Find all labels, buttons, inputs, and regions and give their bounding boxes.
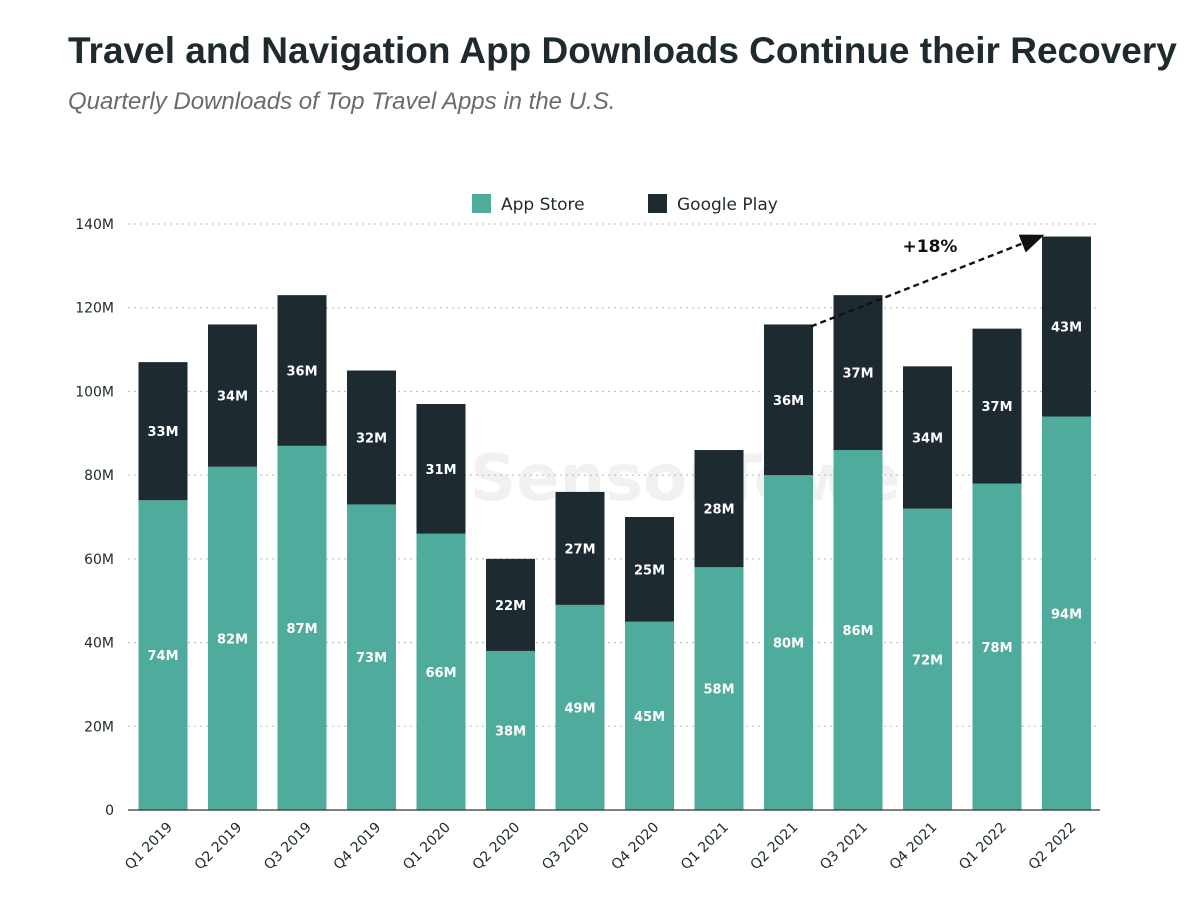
bar-value-label: 37M xyxy=(842,367,873,382)
bar-value-label: 22M xyxy=(495,599,526,614)
bar-value-label: 94M xyxy=(1051,607,1082,622)
bar-value-label: 82M xyxy=(217,632,248,647)
bar-app-store xyxy=(208,466,257,810)
x-tick-label: Q2 2019 xyxy=(192,820,246,874)
bar-google-play xyxy=(903,366,952,509)
bar-value-label: 25M xyxy=(634,563,665,578)
y-tick-label: 140M xyxy=(75,217,114,233)
bar-value-label: 43M xyxy=(1051,321,1082,336)
bar-google-play xyxy=(138,362,188,501)
bar-value-label: 49M xyxy=(564,701,595,716)
y-tick-label: 120M xyxy=(75,301,114,317)
bar-value-label: 28M xyxy=(703,503,734,518)
bar-google-play xyxy=(347,370,396,505)
bar-value-label: 36M xyxy=(773,394,804,409)
y-tick-label: 80M xyxy=(84,468,114,484)
x-tick-label: Q4 2021 xyxy=(887,820,941,874)
bar-app-store xyxy=(277,445,327,810)
bar-google-play xyxy=(277,295,327,446)
x-tick-label: Q3 2019 xyxy=(261,820,315,874)
chart-title: Travel and Navigation App Downloads Cont… xyxy=(68,30,1177,71)
gridlines xyxy=(128,223,1100,727)
legend-swatch xyxy=(472,194,491,213)
bar-app-store xyxy=(1042,416,1091,810)
bar-app-store xyxy=(833,450,883,810)
x-tick-label: Q2 2022 xyxy=(1026,820,1080,874)
bar-app-store xyxy=(486,650,535,810)
x-tick-label: Q3 2020 xyxy=(539,820,593,874)
x-tick-label: Q1 2022 xyxy=(956,820,1010,874)
chart-subtitle: Quarterly Downloads of Top Travel Apps i… xyxy=(68,88,616,115)
legend-label: App Store xyxy=(501,195,585,215)
bar-app-store xyxy=(555,604,605,810)
x-tick-label: Q2 2021 xyxy=(748,820,802,874)
x-tick-label: Q1 2020 xyxy=(400,820,454,874)
bar-value-label: 37M xyxy=(981,400,1012,415)
bar-app-store xyxy=(416,533,466,810)
growth-arrow xyxy=(810,234,1045,328)
bar-app-store xyxy=(903,508,952,810)
bar-value-label: 72M xyxy=(912,653,943,668)
bar-google-play xyxy=(208,324,257,467)
bar-value-label: 74M xyxy=(147,649,178,664)
bar-value-label: 66M xyxy=(425,666,456,681)
bars: 74M 33M 82M 34M 87M 36M 73M 32M 66M 31M 38M 22M 49M 2… xyxy=(138,236,1091,810)
bar-google-play xyxy=(694,450,744,568)
legend-label: Google Play xyxy=(677,195,778,215)
bar-google-play xyxy=(1042,236,1091,417)
y-tick-label: 20M xyxy=(84,719,114,735)
bar-app-store xyxy=(625,621,674,810)
x-tick-label: Q1 2019 xyxy=(122,820,176,874)
y-tick-label: 100M xyxy=(75,384,114,400)
bar-value-label: 45M xyxy=(634,710,665,725)
y-tick-label: 40M xyxy=(84,636,114,652)
bar-value-label: 86M xyxy=(842,624,873,639)
bar-app-store xyxy=(347,504,396,810)
bar-value-label: 87M xyxy=(286,622,317,637)
bar-google-play xyxy=(764,324,813,476)
bar-value-label: 78M xyxy=(981,641,1012,656)
x-tick-label: Q4 2020 xyxy=(609,820,663,874)
bar-google-play xyxy=(833,295,883,451)
bar-app-store xyxy=(138,500,188,810)
bar-value-label: 31M xyxy=(425,463,456,478)
bar-value-label: 73M xyxy=(356,651,387,666)
bar-app-store xyxy=(694,567,744,810)
x-tick-label: Q4 2019 xyxy=(331,820,385,874)
x-tick-label: Q2 2020 xyxy=(470,820,524,874)
legend-swatch xyxy=(648,194,667,213)
bar-google-play xyxy=(972,328,1022,484)
bar-value-label: 34M xyxy=(912,431,943,446)
bar-google-play xyxy=(486,558,535,651)
bar-value-label: 33M xyxy=(147,425,178,440)
legend: App Store Google Play xyxy=(472,194,778,215)
bar-google-play xyxy=(416,403,466,534)
growth-annotation: +18% xyxy=(810,234,1045,328)
bar-value-label: 34M xyxy=(217,390,248,405)
x-tick-label: Q3 2021 xyxy=(817,820,871,874)
bar-google-play xyxy=(555,491,605,605)
bar-value-label: 38M xyxy=(495,724,526,739)
bar-app-store xyxy=(764,475,813,810)
bar-value-label: 80M xyxy=(773,637,804,652)
bar-value-label: 27M xyxy=(564,542,595,557)
bar-value-label: 58M xyxy=(703,683,734,698)
y-tick-label: 0 xyxy=(105,803,114,819)
y-tick-label: 60M xyxy=(84,552,114,568)
bar-google-play xyxy=(625,517,674,622)
bar-value-label: 32M xyxy=(356,431,387,446)
bar-value-label: 36M xyxy=(286,365,317,380)
growth-annotation-label: +18% xyxy=(903,237,958,257)
x-tick-label: Q1 2021 xyxy=(678,820,732,874)
bar-app-store xyxy=(972,483,1022,810)
